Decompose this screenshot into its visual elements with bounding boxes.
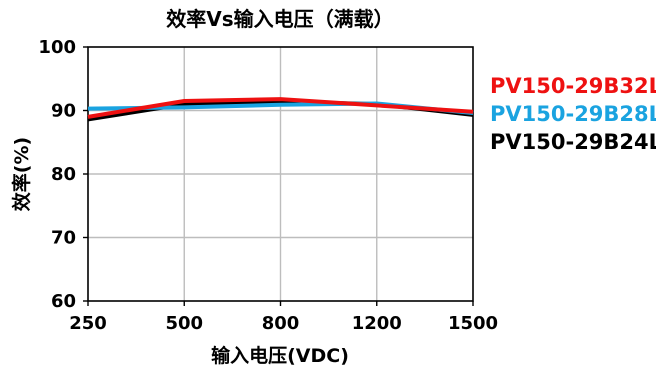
x-tick-label: 250 [69,313,107,334]
x-tick-label: 800 [262,313,300,334]
series-layer [87,97,474,122]
y-tick-label: 80 [51,164,76,185]
legend-entry: PV150-29B32L [490,74,656,98]
y-tick-label: 60 [51,291,76,312]
y-tick-label: 70 [51,228,76,249]
x-tick-label: 1200 [352,313,402,334]
legend-entry: PV150-29B28L [490,102,656,126]
legend-entry: PV150-29B24L [490,130,656,154]
x-tick-labels: 250 500 800 1200 1500 [69,301,498,334]
series-line [87,97,474,119]
x-tick-label: 500 [165,313,203,334]
chart-title: 效率Vs输入电压（满载） [166,7,393,31]
x-tick-label: 1500 [448,313,498,334]
y-axis-label: 效率(%) [10,137,33,211]
y-tick-label: 90 [51,101,76,122]
y-tick-labels: 60 70 80 90 100 [38,37,88,312]
legend: PV150-29B32L PV150-29B28L PV150-29B24L [490,74,656,154]
x-axis-label: 输入电压(VDC) [211,344,349,367]
y-tick-label: 100 [38,37,76,58]
grid-lines [88,47,473,301]
